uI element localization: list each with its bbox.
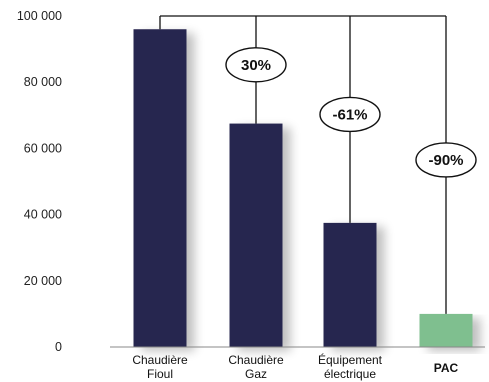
x-category-label-line: Chaudière [132, 353, 188, 367]
x-category-label-line: PAC [434, 361, 459, 375]
annotation-label: 30% [241, 57, 271, 74]
annotation-bubble [319, 96, 381, 133]
bar [323, 222, 377, 347]
comparison-connectors [159, 15, 447, 314]
annotation-label: -61% [332, 106, 367, 123]
bar [419, 313, 473, 347]
y-tick-label: 80 000 [24, 75, 62, 89]
annotation-bubble [225, 47, 287, 83]
y-tick-label: 100 000 [17, 9, 62, 23]
x-category-label-line: électrique [324, 367, 376, 381]
x-category-label: Équipement électrique [318, 352, 383, 381]
x-category-label: PAC [434, 361, 459, 375]
x-category-label-line: Gaz [245, 367, 267, 381]
x-category-label: Chaudière Gaz [228, 353, 284, 381]
annotation-label: -90% [428, 152, 463, 169]
y-axis-tick-labels: 0 20 000 40 000 60 000 80 000 100 000 [17, 9, 62, 354]
annotation-bubble [415, 142, 477, 178]
y-tick-label: 20 000 [24, 274, 62, 288]
x-category-label-line: Équipement [318, 352, 383, 367]
x-category-label-line: Fioul [147, 367, 173, 381]
bar [229, 123, 283, 347]
y-tick-label: 0 [55, 340, 62, 354]
bars-group [133, 29, 473, 348]
x-category-label: Chaudière Fioul [132, 353, 188, 381]
y-tick-label: 40 000 [24, 208, 62, 222]
percent-annotations: 30% -61% -90% [225, 47, 477, 178]
x-category-label-line: Chaudière [228, 353, 284, 367]
bar [133, 29, 187, 348]
y-tick-label: 60 000 [24, 141, 62, 155]
